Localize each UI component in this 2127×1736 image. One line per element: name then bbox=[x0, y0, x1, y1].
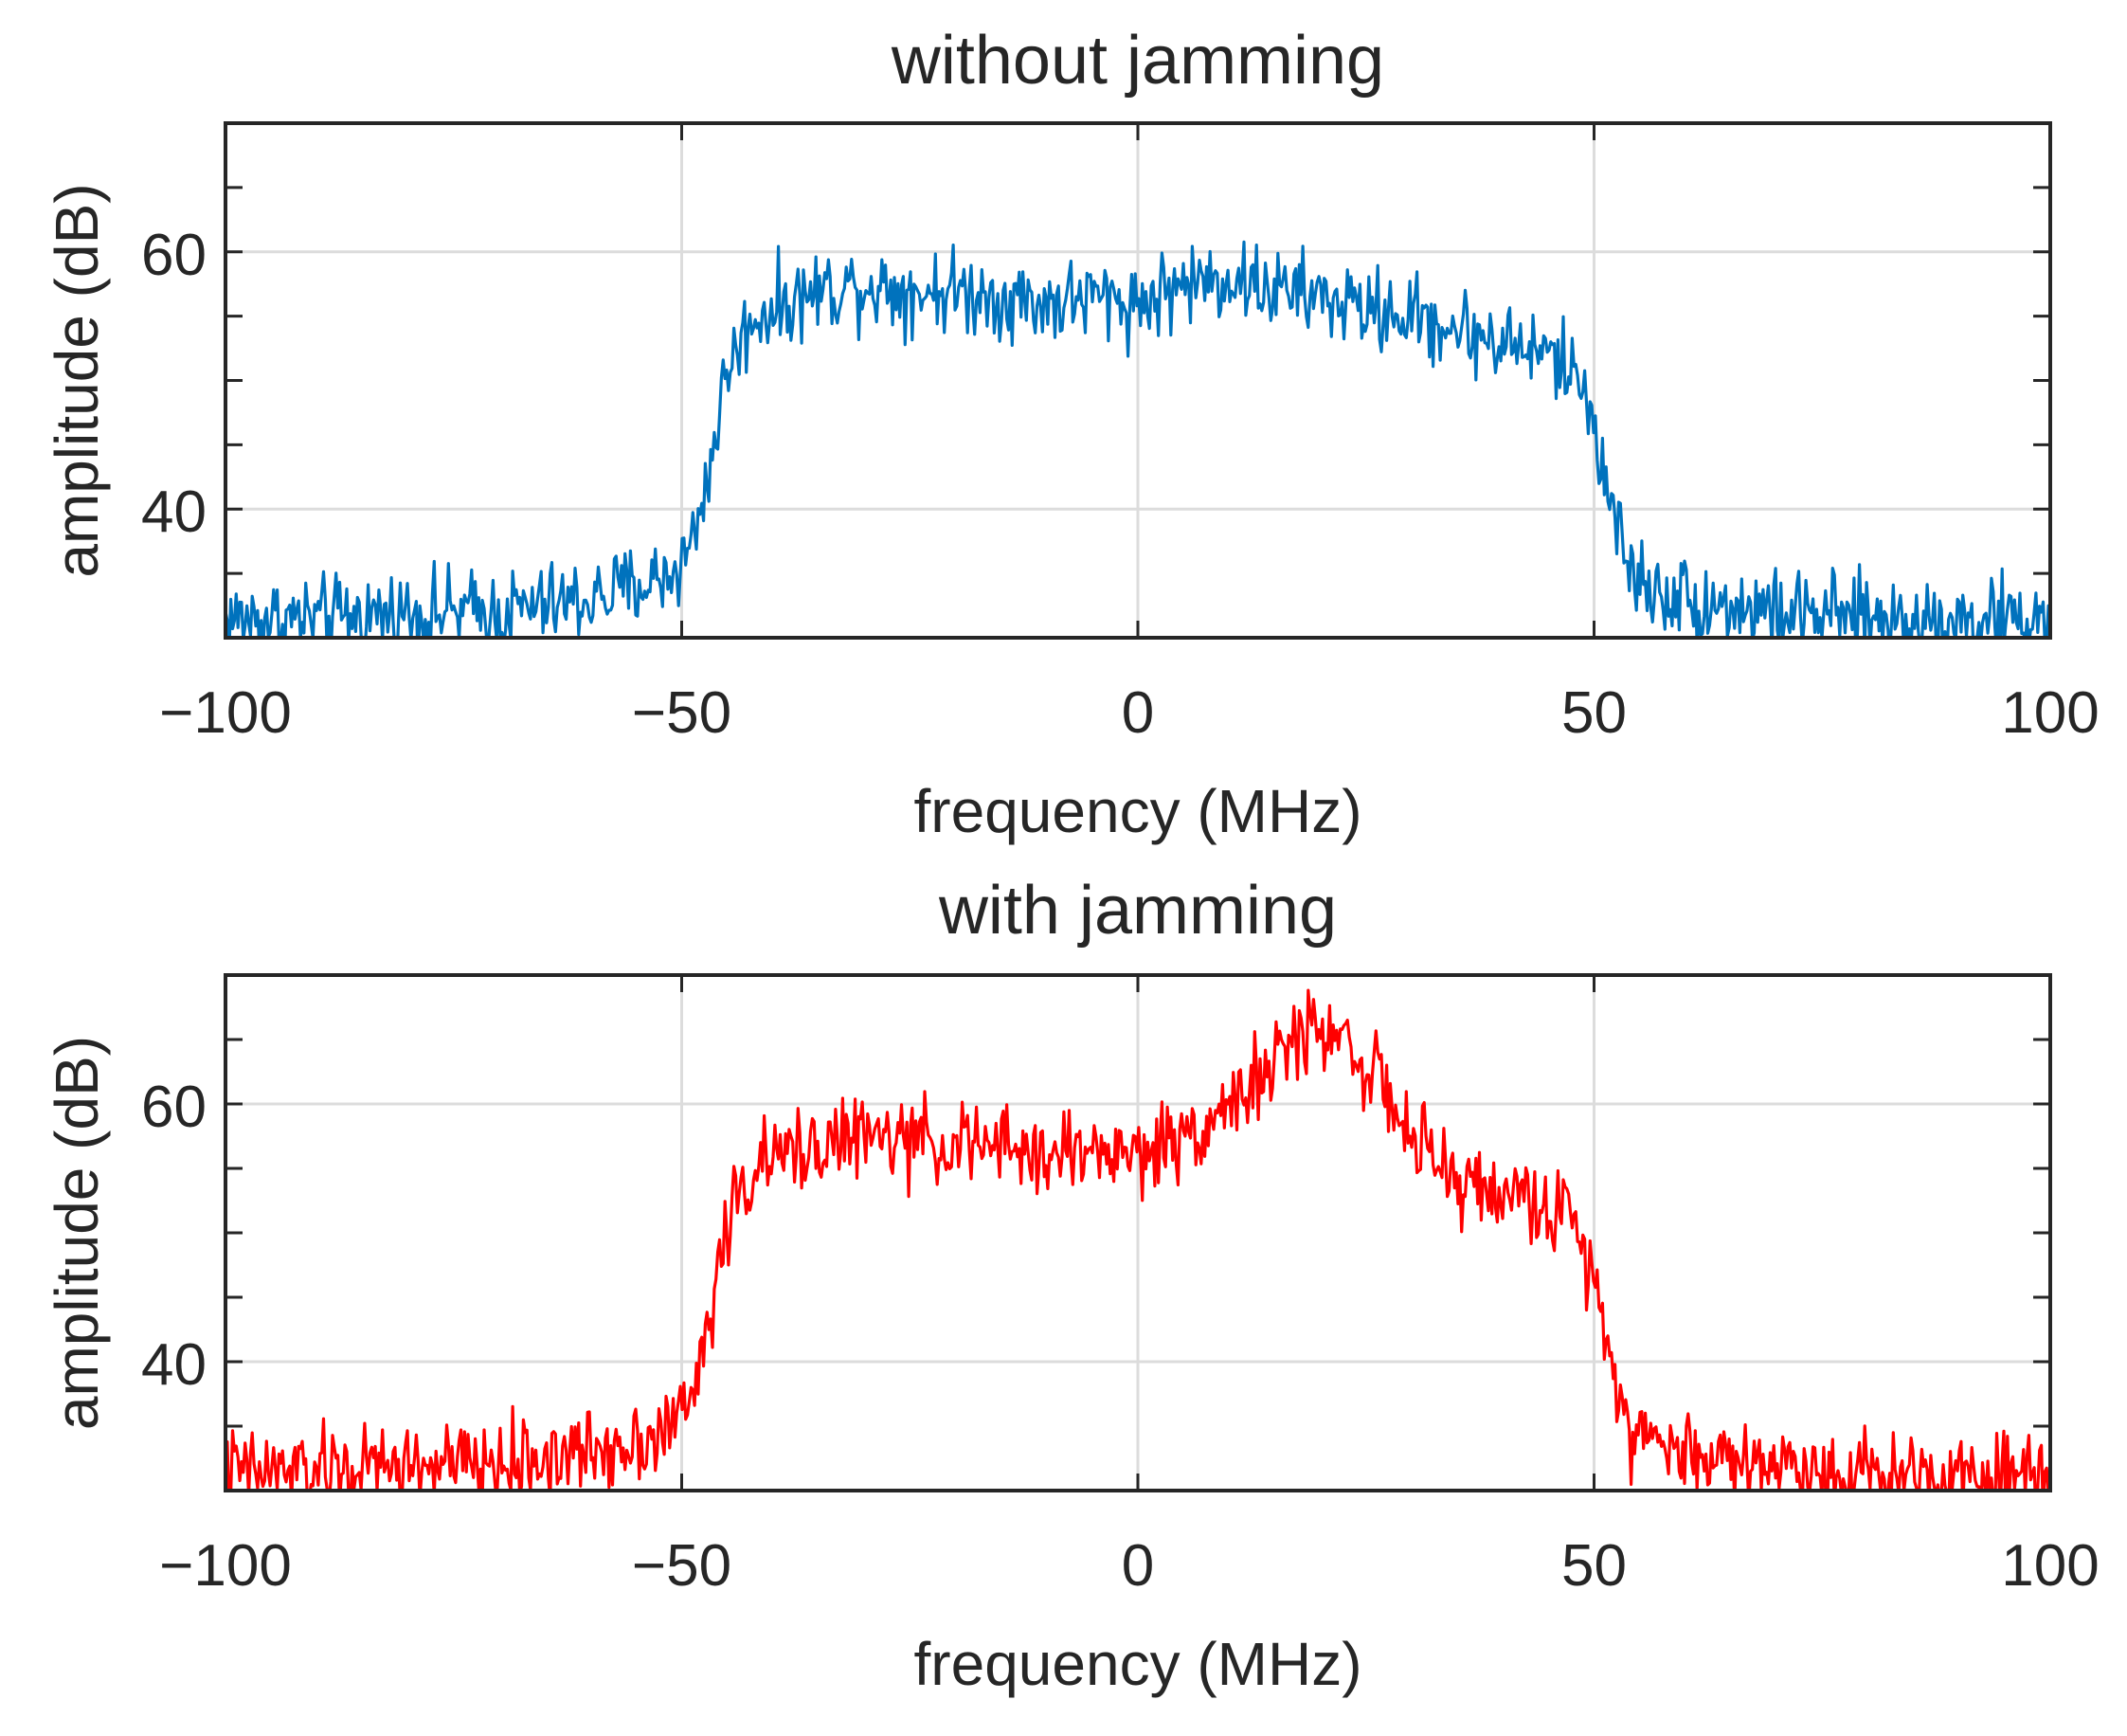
y-tick-label: 40 bbox=[141, 1332, 207, 1398]
x-axis-label: frequency (MHz) bbox=[914, 1630, 1362, 1698]
x-tick-label: 50 bbox=[1561, 1533, 1627, 1599]
x-tick-label: −50 bbox=[632, 680, 731, 746]
chart-panel-with-jamming: with jamming −100 −50 0 50 100 40 60 fre… bbox=[43, 873, 2100, 1698]
axis-ticks bbox=[224, 975, 2052, 1491]
plot-area bbox=[225, 988, 2050, 1491]
y-axis-label: amplitude (dB) bbox=[43, 1036, 111, 1430]
x-tick-label: 50 bbox=[1561, 680, 1627, 746]
series-line bbox=[225, 240, 2050, 638]
x-tick-label: −100 bbox=[159, 680, 292, 746]
chart-title: with jamming bbox=[938, 873, 1337, 949]
y-tick-label: 60 bbox=[141, 223, 207, 288]
x-tick-label: 0 bbox=[1122, 1533, 1154, 1599]
chart-panel-without-jamming: without jamming −100 −50 0 50 100 40 60 … bbox=[43, 23, 2100, 845]
x-tick-label: 100 bbox=[2001, 1533, 2099, 1599]
y-axis-label: amplitude (dB) bbox=[43, 183, 111, 577]
x-axis-label: frequency (MHz) bbox=[914, 777, 1362, 845]
axes-frame bbox=[224, 121, 2052, 640]
x-tick-label: 0 bbox=[1122, 680, 1154, 746]
series-line bbox=[225, 988, 2050, 1491]
axes-frame bbox=[224, 973, 2052, 1492]
x-tick-label: −100 bbox=[159, 1533, 292, 1599]
x-tick-label: 100 bbox=[2001, 680, 2099, 746]
y-tick-label: 60 bbox=[141, 1075, 207, 1140]
y-tick-label: 40 bbox=[141, 479, 207, 545]
plot-area bbox=[225, 240, 2050, 638]
chart-title: without jamming bbox=[891, 23, 1384, 99]
x-tick-label: −50 bbox=[632, 1533, 731, 1599]
